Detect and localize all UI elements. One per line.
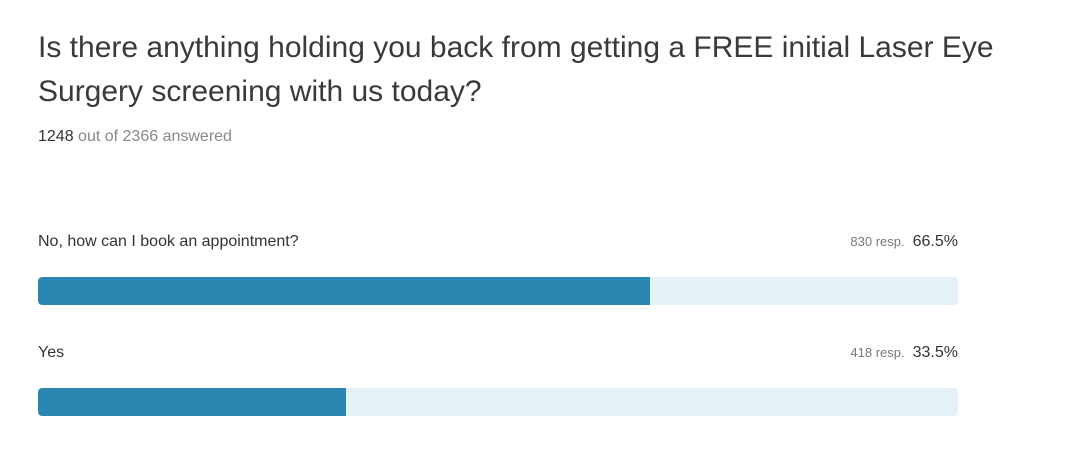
option-stats: 418 resp. 33.5% [850,344,958,362]
option-header: No, how can I book an appointment? 830 r… [38,231,958,259]
bar-fill [38,277,650,305]
option-stats: 830 resp. 66.5% [850,233,958,251]
option-header: Yes 418 resp. 33.5% [38,342,958,370]
option-label: Yes [38,344,65,361]
bar-track [38,388,958,416]
answered-summary: 1248 out of 2366 answered [38,128,232,146]
bar-fill [38,388,347,416]
response-percent: 66.5% [912,233,958,250]
option-row-yes: Yes 418 resp. 33.5% [38,342,958,453]
survey-question-title: Is there anything holding you back from … [38,31,994,108]
option-label: No, how can I book an appointment? [38,233,299,250]
answered-count: 1248 [38,128,74,145]
bar-track [38,277,958,305]
option-row-book-appointment: No, how can I book an appointment? 830 r… [38,231,958,342]
response-count: 418 resp. [850,345,905,360]
response-percent: 33.5% [912,344,958,361]
response-options: No, how can I book an appointment? 830 r… [38,231,958,453]
answered-total-text: out of 2366 answered [78,128,232,145]
response-count: 830 resp. [850,234,905,249]
